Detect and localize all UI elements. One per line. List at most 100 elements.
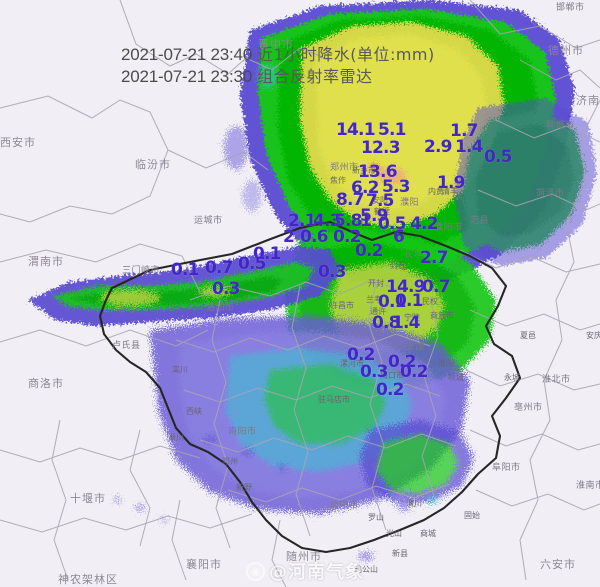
precipitation-value-label: 1.9 [437, 173, 466, 193]
city-label: 清丰 [442, 187, 458, 196]
city-label: 临汾市 [135, 158, 171, 171]
city-label: 夏邑 [520, 331, 536, 340]
city-label: 兰考 [366, 295, 382, 304]
city-label: 渭南市 [28, 255, 64, 268]
precipitation-value-label: 0.3 [318, 262, 347, 282]
city-label: 潢川 [406, 499, 422, 508]
precipitation-value-label: 7.5 [366, 191, 395, 211]
city-label: 神农架林区 [58, 573, 118, 586]
precipitation-value-label: 5.1 [378, 120, 407, 140]
city-label: 淅川 [168, 433, 184, 442]
city-label: 淮北市 [542, 375, 571, 385]
precipitation-value-label: 13.6 [358, 162, 398, 182]
precipitation-value-label: 6 [393, 227, 405, 247]
precipitation-value-label: 1.4 [455, 137, 484, 157]
city-label: 安阳 [372, 196, 388, 205]
precipitation-value-label: 2 [283, 227, 295, 247]
city-label: 邓州 [222, 457, 238, 466]
city-label: 商洛市 [28, 377, 64, 390]
precipitation-value-label: 0.6 [300, 227, 329, 247]
city-label: 鸡公山 [354, 565, 378, 574]
city-label: 六安市 [540, 558, 576, 571]
city-label: 安庆 [586, 331, 600, 340]
city-label: 信阳市 [330, 501, 359, 511]
city-label: 宁陵 [404, 313, 420, 322]
city-label: 封丘 [390, 261, 406, 270]
city-label: 驻马店市 [318, 395, 350, 404]
city-label: 栾川 [172, 365, 188, 374]
city-label: 聊城市 [546, 121, 575, 131]
precipitation-value-label: 0.1 [395, 291, 424, 311]
city-label: 光山 [386, 529, 402, 538]
precipitation-value-label: 0.8 [372, 313, 401, 333]
precipitation-value-label: 2.9 [424, 137, 453, 157]
precipitation-value-label: 0.5 [484, 147, 513, 167]
city-label: 运城市 [194, 216, 223, 226]
city-label: 卢氏县 [112, 341, 141, 351]
city-label: 随州市 [286, 550, 322, 563]
city-label: 德州市 [548, 44, 584, 57]
city-label: 许昌市 [330, 301, 354, 310]
city-label: 十堰市 [70, 492, 106, 505]
city-label: 太康 [406, 343, 426, 353]
precipitation-value-label: 12.3 [361, 138, 401, 158]
precipitation-value-label: 0.5 [238, 254, 267, 274]
precipitation-value-label: 1.4 [392, 313, 421, 333]
precipitation-value-label: 0.3 [212, 279, 241, 299]
city-label: 长垣 [404, 250, 424, 260]
precipitation-value-label: 0.2 [347, 345, 376, 365]
precipitation-value-label: 0.3 [360, 362, 389, 382]
precipitation-value-label: 8.7 [336, 190, 365, 210]
city-label: 通许 [370, 307, 386, 316]
precipitation-value-label: 2.1 [288, 211, 317, 231]
precipitation-value-label: 14.9 [386, 277, 426, 297]
city-label: 淮南市 [576, 481, 600, 491]
precipitation-value-label: 6.2 [351, 178, 380, 198]
city-label: 洛阳市 [206, 303, 235, 313]
city-label: 罗山 [368, 513, 384, 522]
city-label: 亳州市 [514, 403, 543, 413]
city-label: 西安市 [0, 136, 36, 149]
city-label: 项城 [448, 373, 464, 382]
city-label: 商丘市 [430, 311, 454, 320]
precipitation-value-label: 4.2 [410, 214, 439, 234]
city-label: 漯河市 [340, 359, 364, 368]
city-label: 濮阳市 [434, 223, 463, 233]
precipitation-value-label: 0.2 [376, 380, 405, 400]
precipitation-value-label: 0.7 [422, 277, 451, 297]
precipitation-value-label: 5.8 [334, 211, 363, 231]
precipitation-value-label: 1.7 [450, 121, 479, 141]
city-label: 鹤壁 [374, 207, 390, 216]
city-label: 济南市 [576, 94, 600, 107]
city-label: 晋中市 [258, 38, 294, 51]
precipitation-value-label: 4.3 [313, 211, 342, 231]
city-label: 范县 [470, 216, 490, 226]
city-label: 新乡市 [352, 166, 376, 175]
city-label: 邯郸市 [556, 3, 585, 13]
precipitation-value-label: 14.1 [336, 120, 376, 140]
city-label: 三门峡市 [122, 266, 161, 276]
precipitation-value-label: 5.3 [382, 177, 411, 197]
city-label: 开封 [368, 279, 384, 288]
precipitation-value-label: 0.2 [333, 227, 362, 247]
city-label: 濮阳 [400, 198, 420, 208]
city-label: 西峡 [186, 407, 202, 416]
precipitation-value-label: 0.5 [378, 214, 407, 234]
precipitation-value-label: 0.2 [388, 352, 417, 372]
city-label: 周口市 [380, 371, 404, 380]
precipitation-value-label: 1 [360, 211, 372, 231]
precipitation-value-label: 5.9 [360, 206, 389, 226]
precipitation-value-label: 0.1 [171, 260, 200, 280]
city-label: 新县 [392, 549, 408, 558]
city-label: 固始 [464, 511, 480, 520]
precipitation-value-label: 0.1 [378, 292, 407, 312]
city-label: 襄阳市 [186, 558, 222, 571]
city-label: 焦作 [330, 176, 346, 185]
city-label: 新野 [236, 483, 252, 492]
city-label: 淮阳 [438, 359, 454, 368]
city-label: 阜阳市 [492, 463, 521, 473]
city-label: 民权 [422, 297, 438, 306]
